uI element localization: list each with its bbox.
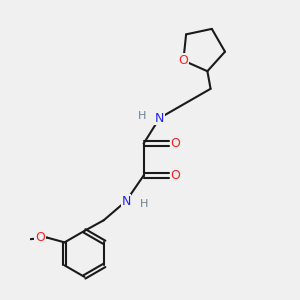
Text: N: N — [155, 112, 164, 124]
Text: O: O — [171, 137, 181, 150]
Text: O: O — [35, 231, 45, 244]
Text: H: H — [138, 111, 146, 122]
Text: H: H — [140, 199, 148, 209]
Text: O: O — [178, 54, 188, 67]
Text: N: N — [121, 195, 131, 208]
Text: O: O — [171, 169, 181, 182]
